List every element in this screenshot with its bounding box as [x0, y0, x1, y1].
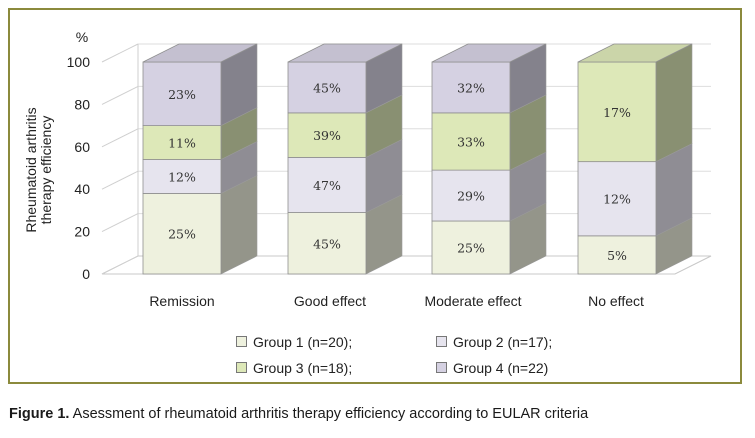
bar-front	[142, 125, 222, 160]
data-label: 25%	[168, 227, 196, 242]
legend-label: Group 4 (n=22)	[453, 360, 549, 376]
data-label: 12%	[168, 169, 196, 184]
data-label: 17%	[603, 105, 631, 120]
bar-segment	[431, 151, 547, 222]
y-tick-label: 100	[67, 54, 91, 70]
data-label: 47%	[313, 178, 341, 193]
chart: 0 20 40 60 80 100% Rheumatoid arthritistherapy…	[23, 29, 712, 309]
bar-segment	[431, 43, 547, 114]
x-tick-label: Moderate effect	[424, 293, 521, 309]
legend-label: Group 3 (n=18);	[253, 360, 353, 376]
gridline-diagonal	[101, 255, 139, 275]
caption-text: Asessment of rheumatoid arthritis therap…	[69, 406, 589, 422]
bar-front	[577, 235, 657, 275]
bar-front	[287, 212, 367, 275]
bar-top	[577, 43, 693, 63]
legend-swatch	[436, 336, 447, 347]
legend-label: Group 1 (n=20);	[253, 334, 353, 350]
labels-layer: 25% 12% 11% 23% 45% 47% 39% 45% 25% 29% 33% 32% 5% 12…	[168, 80, 631, 262]
gridline-diagonal	[101, 170, 139, 190]
x-tick-label: Good effect	[294, 293, 366, 309]
data-label: 39%	[313, 128, 341, 143]
data-label: 33%	[457, 135, 485, 150]
bar-front	[142, 193, 222, 275]
caption-label: Figure 1.	[9, 406, 70, 422]
gridline-diagonal	[101, 85, 139, 105]
data-label: 23%	[168, 87, 196, 102]
bar-side	[655, 43, 693, 163]
y-tick-label: 80	[74, 96, 90, 112]
bar-segment	[431, 94, 547, 171]
bar-segment	[142, 43, 258, 127]
data-label: 32%	[457, 80, 485, 95]
bar-top	[431, 43, 547, 63]
y-axis-label: Rheumatoid arthritistherapy efficiency	[23, 107, 54, 232]
bar-segment	[287, 194, 403, 275]
data-label: 5%	[607, 248, 627, 263]
gridline-diagonal	[101, 213, 139, 233]
data-label: 11%	[168, 136, 196, 151]
y-tick-label: 60	[74, 139, 90, 155]
bar-front	[577, 161, 657, 237]
data-label: 12%	[603, 192, 631, 207]
bar-segment	[577, 217, 693, 275]
bars-layer	[142, 43, 693, 275]
x-tick-label: No effect	[588, 293, 644, 309]
bar-segment	[287, 138, 403, 214]
y-tick-label: 20	[74, 224, 90, 240]
gridline-diagonal	[101, 43, 139, 63]
bar-front	[431, 220, 511, 275]
figure-frame: 0 20 40 60 80 100% Rheumatoid arthritistherapy…	[8, 8, 742, 384]
legend-item: Group 2 (n=17);	[436, 334, 552, 350]
bar-segment	[142, 174, 258, 275]
bar-segment	[577, 143, 693, 237]
legend-swatch	[236, 362, 247, 373]
gridline-diagonal	[101, 128, 139, 148]
x-tick-label: Remission	[149, 293, 214, 309]
bar-front	[577, 61, 657, 163]
bar-segment	[577, 43, 693, 163]
bar-segment	[287, 94, 403, 158]
data-label: 29%	[457, 189, 485, 204]
bar-top	[142, 43, 258, 63]
legend-item: Group 1 (n=20);	[236, 334, 352, 350]
legend-item: Group 4 (n=22)	[436, 360, 548, 376]
data-label: 45%	[313, 80, 341, 95]
legend-label: Group 2 (n=17);	[453, 334, 553, 350]
bar-segment	[142, 141, 258, 194]
bar-front	[431, 169, 511, 222]
bar-front	[142, 159, 222, 194]
bar-front	[431, 112, 511, 171]
bar-segment	[142, 107, 258, 161]
y-tick-label: 0	[82, 266, 90, 282]
y-tick-label: 40	[74, 181, 90, 197]
legend-swatch	[436, 362, 447, 373]
bar-front	[287, 112, 367, 158]
bar-segment	[287, 43, 403, 114]
bar-top	[287, 43, 403, 63]
y-unit-label: %	[76, 29, 88, 45]
bar-front	[142, 61, 222, 126]
figure-caption: Figure 1. Asessment of rheumatoid arthri…	[9, 406, 588, 422]
bar-front	[287, 156, 367, 213]
legend-swatch	[236, 336, 247, 347]
data-label: 25%	[457, 241, 485, 256]
legend-item: Group 3 (n=18);	[236, 360, 352, 376]
data-label: 45%	[313, 236, 341, 251]
bar-segment	[431, 202, 547, 275]
